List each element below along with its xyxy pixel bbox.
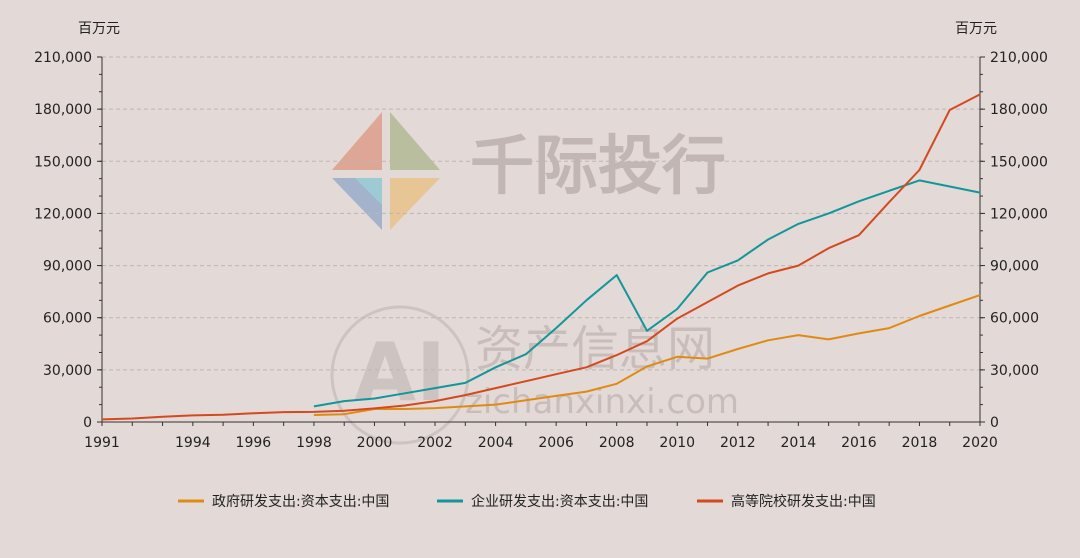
y-tick-label-left: 0 xyxy=(83,415,92,431)
y-axis-right-unit: 百万元 xyxy=(955,21,997,37)
y-tick-label-right: 180,000 xyxy=(990,102,1048,118)
y-tick-label-left: 30,000 xyxy=(43,363,92,379)
watermark-logo-icon xyxy=(332,112,440,230)
x-tick-label: 2014 xyxy=(781,435,817,451)
x-tick-label: 1994 xyxy=(175,435,211,451)
y-axis-left-unit: 百万元 xyxy=(78,21,120,37)
x-tick-label: 2008 xyxy=(599,435,635,451)
y-tick-label-left: 180,000 xyxy=(34,102,92,118)
legend-label-1: 企业研发支出:资本支出:中国 xyxy=(471,493,648,510)
watermark-brand: 千际投行 xyxy=(470,130,726,204)
x-tick-label: 2000 xyxy=(357,435,393,451)
y-tick-label-left: 150,000 xyxy=(34,154,92,170)
series-lines xyxy=(101,93,981,421)
y-tick-label-right: 0 xyxy=(990,415,999,431)
x-tick-label: 2010 xyxy=(659,435,695,451)
legend-label-0: 政府研发支出:资本支出:中国 xyxy=(212,494,389,510)
series-line-1 xyxy=(313,179,981,408)
y-tick-label-right: 120,000 xyxy=(990,206,1048,222)
y-tick-label-right: 210,000 xyxy=(990,50,1048,66)
legend: 政府研发支出:资本支出:中国 企业研发支出:资本支出:中国 高等院校研发支出:中国 xyxy=(178,493,876,510)
y-tick-label-right: 150,000 xyxy=(990,154,1048,170)
y-tick-label-right: 90,000 xyxy=(990,259,1039,275)
grid-lines xyxy=(102,56,980,371)
y-tick-label-right: 30,000 xyxy=(990,363,1039,379)
x-tick-label: 1991 xyxy=(84,435,120,451)
x-tick-label: 1996 xyxy=(236,435,272,451)
x-tick-label: 1998 xyxy=(296,435,332,451)
y-ticks: 0 0 30,000 30,000 60,000 60,000 90,000 90,000 12… xyxy=(34,50,1048,431)
x-tick-label: 2002 xyxy=(417,435,453,451)
x-tick-label: 2018 xyxy=(902,435,938,451)
x-tick-label: 2004 xyxy=(478,435,514,451)
series-line-2 xyxy=(101,93,981,421)
x-tick-label: 2012 xyxy=(720,435,756,451)
y-tick-label-left: 120,000 xyxy=(34,206,92,222)
x-tick-label: 2020 xyxy=(962,435,998,451)
y-tick-label-left: 210,000 xyxy=(34,50,92,66)
watermark-site-cn: 资产信息网 xyxy=(475,321,715,377)
x-ticks: 1991 1994 1996 1998 2000 2002 2004 2006 2008 2010… xyxy=(84,422,998,451)
y-tick-label-left: 90,000 xyxy=(43,259,92,275)
x-tick-label: 2006 xyxy=(538,435,574,451)
series-line-0 xyxy=(313,294,981,416)
legend-label-2: 高等院校研发支出:中国 xyxy=(731,493,876,510)
y-tick-label-left: 60,000 xyxy=(43,311,92,327)
axes xyxy=(101,57,981,423)
watermark-badge-text: AI xyxy=(354,326,446,419)
watermark-badge: AI xyxy=(330,305,470,445)
x-tick-label: 2016 xyxy=(841,435,877,451)
y-tick-label-right: 60,000 xyxy=(990,311,1039,327)
